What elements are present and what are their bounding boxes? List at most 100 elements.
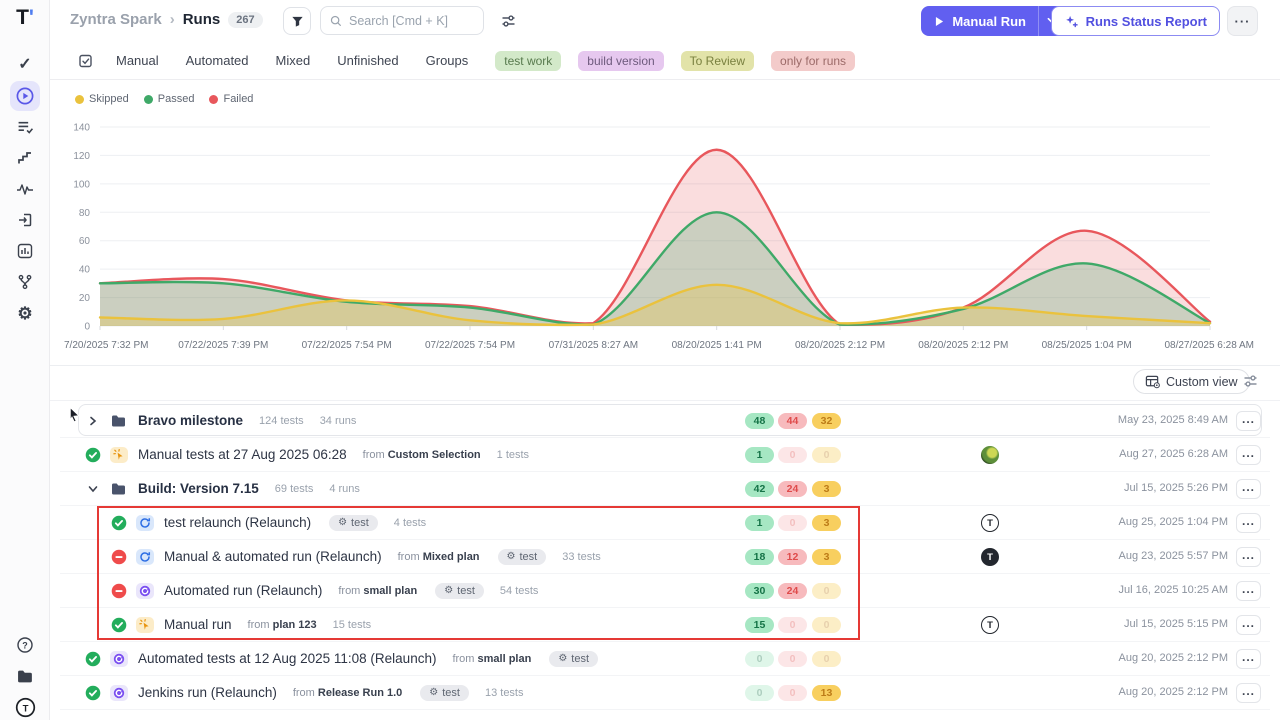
legend-item-passed[interactable]: Passed	[143, 93, 194, 105]
row-title[interactable]: Build: Version 7.15	[138, 481, 259, 496]
tests-count: 15 tests	[332, 618, 372, 631]
tab-unfinished[interactable]: Unfinished	[337, 53, 399, 68]
folder-row[interactable]: Bravo milestone 124 tests 34 runs 48 44 32 May…	[60, 404, 1270, 438]
sidebar-item-help[interactable]: ?	[10, 630, 40, 660]
batch-select-icon[interactable]	[78, 53, 94, 69]
tag-chip[interactable]: ⚙ test	[329, 514, 378, 531]
row-menu-button[interactable]: ...	[1236, 445, 1261, 465]
sidebar-item-steps[interactable]	[10, 143, 40, 173]
run-row[interactable]: Automated tests at 12 Aug 2025 11:08 (Re…	[60, 642, 1270, 676]
row-main: Manual & automated run (Relaunch) from Mi…	[60, 540, 1270, 573]
from-plan: from Custom Selection	[362, 448, 481, 461]
sidebar-item-analytics[interactable]	[10, 236, 40, 266]
row-menu-button[interactable]: ...	[1236, 513, 1261, 533]
row-menu-button[interactable]: ...	[1236, 411, 1261, 431]
folder-row[interactable]: Build: Version 7.15 69 tests 4 runs 42 24 3 Ju…	[60, 472, 1270, 506]
row-title[interactable]: Jenkins run (Relaunch)	[138, 685, 277, 700]
manual-run-label: Manual Run	[952, 13, 1026, 29]
skipped-badge: 0	[812, 583, 841, 599]
passed-badge: 0	[745, 651, 774, 667]
tag-filter[interactable]: build version	[578, 50, 664, 71]
sidebar-item-plans[interactable]	[10, 112, 40, 142]
sidebar-item-imports[interactable]	[10, 205, 40, 235]
row-title[interactable]: test relaunch (Relaunch)	[164, 515, 312, 530]
passed-badge: 42	[745, 481, 774, 497]
tab-mixed[interactable]: Mixed	[275, 53, 311, 68]
search-box	[320, 6, 484, 35]
tab-automated[interactable]: Automated	[185, 53, 249, 68]
row-menu-button[interactable]: ...	[1236, 547, 1261, 567]
row-title[interactable]: Manual tests at 27 Aug 2025 06:28	[138, 447, 347, 462]
manual-run-button[interactable]: Manual Run	[921, 6, 1066, 36]
tests-count: 13 tests	[484, 686, 524, 699]
row-title[interactable]: Manual run	[164, 617, 232, 632]
sidebar-item-branches[interactable]	[10, 267, 40, 297]
run-row[interactable]: Automated run (Relaunch) from small plan ⚙…	[60, 574, 1270, 608]
row-menu-button[interactable]: ...	[1236, 683, 1261, 703]
tab-manual[interactable]: Manual	[116, 53, 159, 68]
run-row[interactable]: Manual tests at 27 Aug 2025 06:28 from Cu…	[60, 438, 1270, 472]
runs-status-report-button[interactable]: Runs Status Report	[1050, 6, 1220, 36]
status-passed-icon	[110, 616, 128, 634]
row-title[interactable]: Automated tests at 12 Aug 2025 11:08 (Re…	[138, 651, 437, 666]
line-series-failed	[98, 148, 1212, 326]
breadcrumb-project[interactable]: Zyntra Spark	[70, 11, 162, 28]
row-title[interactable]: Automated run (Relaunch)	[164, 583, 323, 598]
skipped-badge: 3	[812, 515, 841, 531]
tag-chip[interactable]: ⚙ test	[420, 684, 469, 701]
y-axis-label: 80	[79, 208, 91, 219]
sidebar-nav: ✓ ⚙	[0, 50, 50, 328]
sidebar-item-runs[interactable]	[10, 81, 40, 111]
tag-chip[interactable]: ⚙ test	[497, 548, 547, 565]
chart-legend: Skipped Passed Failed	[75, 93, 253, 105]
tag-chip[interactable]: ⚙ test	[435, 582, 484, 599]
row-title[interactable]: Bravo milestone	[138, 413, 244, 428]
sidebar-item-tests[interactable]: ✓	[10, 50, 40, 80]
runs-count-badge: 267	[228, 11, 263, 28]
logo-accent: '	[28, 6, 34, 29]
x-axis-label: 07/22/2025 7:39 PM	[178, 340, 268, 351]
custom-view-button[interactable]: Custom view	[1133, 369, 1250, 394]
sidebar-item-pulse[interactable]	[10, 174, 40, 204]
sidebar-item-settings[interactable]: ⚙	[10, 298, 40, 328]
view-settings-icon[interactable]	[1242, 373, 1260, 389]
runs-chart: 0 20 40 60 80 100 120 140 7/20/2025 7:32 PM 07/22…	[64, 123, 1254, 352]
row-menu-button[interactable]: ...	[1236, 649, 1261, 669]
funnel-icon	[291, 16, 303, 27]
row-menu-button[interactable]: ...	[1236, 479, 1261, 499]
passed-badge: 48	[745, 413, 774, 429]
tab-groups[interactable]: Groups	[425, 53, 469, 68]
chevron-right-icon[interactable]	[84, 412, 102, 430]
tag-filter[interactable]: To Review	[680, 50, 755, 71]
failed-badge: 24	[778, 583, 807, 599]
filter-settings-icon[interactable]	[500, 13, 518, 29]
table-gear-icon	[1145, 375, 1160, 389]
filter-button[interactable]	[283, 7, 311, 35]
sidebar-item-profile[interactable]: T	[10, 692, 40, 720]
row-title[interactable]: Manual & automated run (Relaunch)	[164, 549, 382, 564]
sidebar-item-projects[interactable]	[10, 661, 40, 691]
legend-item-failed[interactable]: Failed	[209, 93, 253, 105]
tag-chip[interactable]: ⚙ test	[549, 650, 599, 667]
folder-icon	[17, 669, 34, 684]
tag-filter[interactable]: only for runs	[771, 50, 856, 71]
run-row[interactable]: Manual run from plan 123 15 tests 15 0 0 T Jul …	[60, 608, 1270, 642]
relaunch-run-icon	[136, 514, 154, 532]
legend-item-skipped[interactable]: Skipped	[75, 93, 129, 105]
y-axis-label: 20	[79, 293, 91, 304]
tag-filter[interactable]: test work	[495, 50, 562, 71]
header-more-button[interactable]: ···	[1227, 6, 1258, 36]
app-logo[interactable]: T'	[16, 6, 34, 29]
search-input[interactable]	[349, 13, 469, 28]
row-menu-button[interactable]: ...	[1236, 615, 1261, 635]
run-row[interactable]: Jenkins run (Relaunch) from Release Run 1…	[60, 676, 1270, 710]
tests-count: 4 tests	[393, 516, 427, 529]
y-axis-label: 0	[84, 322, 90, 333]
run-row[interactable]: test relaunch (Relaunch) ⚙ test 4 tests 1 0 3 T…	[60, 506, 1270, 540]
row-menu-button[interactable]: ...	[1236, 581, 1261, 601]
skipped-badge: 3	[812, 549, 841, 565]
chevron-down-icon[interactable]	[84, 480, 102, 498]
bar-chart-icon	[17, 243, 33, 259]
run-row[interactable]: Manual & automated run (Relaunch) from Mi…	[60, 540, 1270, 574]
row-main: Build: Version 7.15 69 tests 4 runs	[60, 472, 1270, 505]
